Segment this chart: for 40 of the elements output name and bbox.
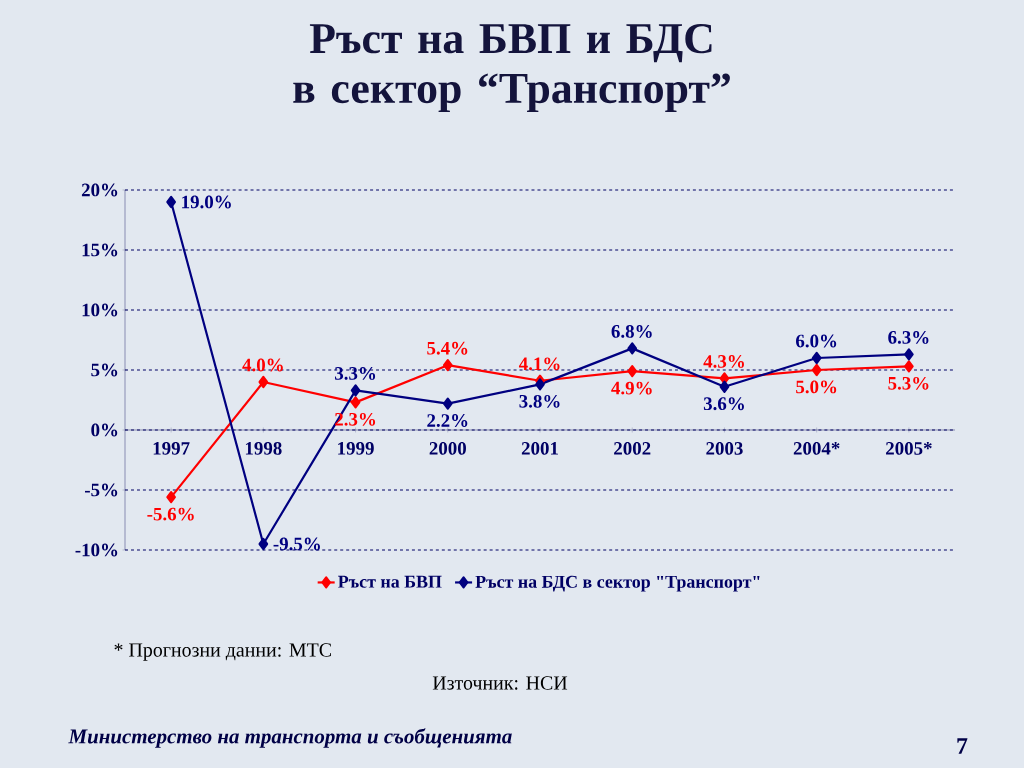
y-tick-label: 15% — [82, 243, 118, 257]
data-label: 4.1% — [518, 357, 560, 371]
y-tick-label: 20% — [81, 183, 118, 197]
text: * Прогнозни данни: МТС — [114, 643, 331, 661]
data-label: -5.6% — [147, 507, 194, 521]
data-label: 2.2% — [427, 414, 468, 427]
x-tick-label: 2001 — [521, 442, 558, 455]
data-label: -9.5% — [273, 537, 320, 551]
data-label: 3.6% — [703, 397, 744, 411]
data-label: 6.3% — [888, 331, 929, 344]
x-tick-label: 2002 — [614, 442, 651, 455]
x-tick-label: 2000 — [429, 442, 466, 455]
data-label: 6.0% — [796, 334, 837, 348]
x-tick-label: 1999 — [338, 442, 374, 455]
x-tick-label: 2005* — [886, 442, 932, 455]
data-label: 19.0% — [182, 195, 231, 209]
data-label: 4.9% — [611, 381, 652, 395]
data-label: 4.0% — [242, 358, 283, 372]
y-tick-label: 10% — [82, 303, 118, 317]
data-label: 3.3% — [334, 367, 376, 380]
text: Източник: НСИ — [432, 676, 568, 690]
x-tick-label: 2003 — [706, 442, 743, 455]
legend-label: Ръст на БВП — [338, 575, 442, 588]
y-tick-label: -5% — [84, 483, 118, 497]
chart-title: Ръст на БВП и БДС в сектор “Транспорт” — [293, 23, 730, 113]
data-label: 5.0% — [796, 380, 837, 394]
data-label: 5.3% — [888, 376, 929, 390]
legend-label: Ръст на БДС в сектор "Транспорт" — [475, 575, 760, 592]
data-label: 6.8% — [611, 325, 652, 338]
x-tick-label: 2004* — [793, 442, 840, 455]
y-tick-label: 0% — [91, 423, 118, 437]
text: 7 — [957, 738, 968, 754]
x-tick-label: 1998 — [245, 442, 282, 455]
data-label: 4.3% — [703, 355, 744, 368]
data-label: 5.4% — [427, 341, 468, 355]
y-tick-label: -10% — [75, 543, 118, 557]
y-tick-label: 5% — [91, 363, 118, 377]
text: Министерство на транспорта и съобщенията — [68, 728, 512, 748]
data-label: 3.8% — [519, 394, 560, 408]
x-tick-label: 1997 — [153, 442, 190, 455]
